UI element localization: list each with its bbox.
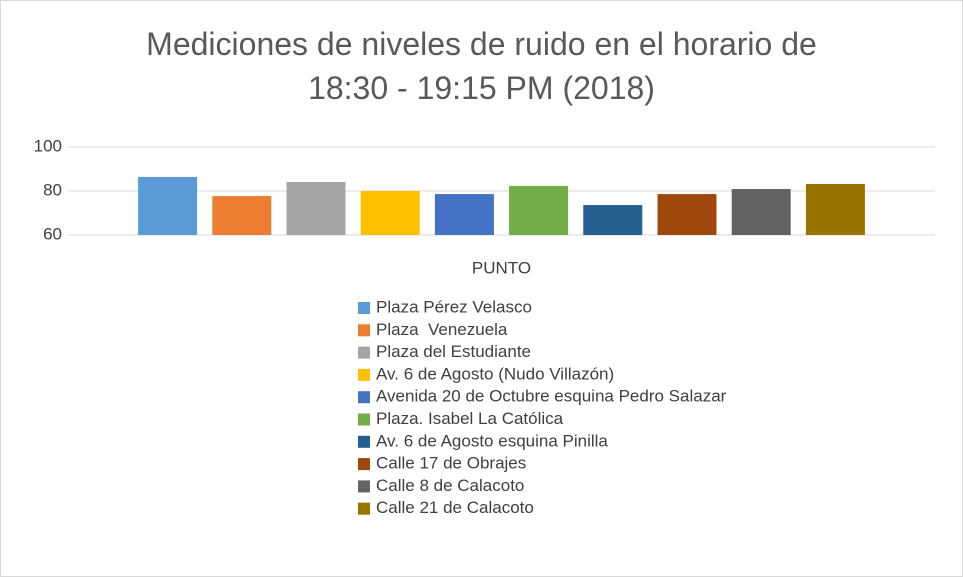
legend-swatch [358, 346, 370, 359]
chart-title: Mediciones de niveles de ruido en el hor… [146, 26, 817, 106]
bar [583, 205, 643, 235]
legend-label: Plaza. Isabel La Católica [376, 409, 564, 428]
legend-swatch [358, 435, 370, 448]
legend-label: Plaza Pérez Velasco [376, 297, 532, 316]
legend-label: Calle 17 de Obrajes [376, 454, 526, 473]
y-tick-label: 80 [43, 180, 62, 199]
legend-label: Calle 21 de Calacoto [376, 498, 534, 517]
bar [138, 176, 198, 235]
legend-swatch [358, 413, 370, 426]
legend-swatch [358, 302, 370, 314]
legend-swatch [358, 458, 370, 471]
x-tick-label: PUNTO [472, 258, 531, 277]
bar [360, 191, 420, 235]
legend-swatch [358, 502, 370, 515]
legend-swatch [358, 324, 370, 337]
bar [509, 185, 569, 235]
bar [731, 189, 791, 235]
y-tick-label: 60 [43, 224, 62, 243]
bar [805, 183, 865, 235]
bar [212, 196, 272, 235]
legend-label: Av. 6 de Agosto esquina Pinilla [376, 431, 608, 450]
y-tick-label: 100 [34, 136, 62, 155]
legend-label: Avenida 20 de Octubre esquina Pedro Sala… [376, 387, 727, 406]
legend-label: Plaza Venezuela [376, 320, 508, 339]
bar [657, 194, 717, 235]
legend-swatch [358, 391, 370, 404]
legend-swatch [358, 480, 370, 493]
legend-label: Calle 8 de Calacoto [376, 476, 524, 495]
bar [434, 194, 494, 235]
bar [286, 181, 346, 235]
legend-swatch [358, 368, 370, 381]
legend-label: Av. 6 de Agosto (Nudo Villazón) [376, 364, 614, 383]
legend-label: Plaza del Estudiante [376, 342, 531, 361]
